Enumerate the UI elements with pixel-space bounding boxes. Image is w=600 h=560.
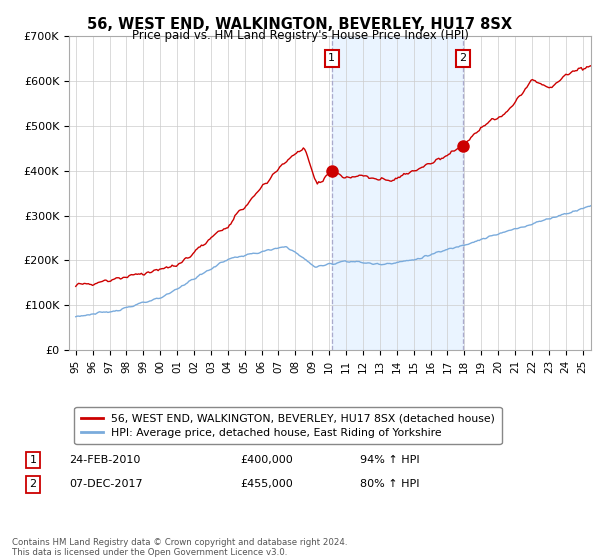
Text: 2: 2 bbox=[460, 53, 467, 63]
Text: 07-DEC-2017: 07-DEC-2017 bbox=[69, 479, 143, 489]
Text: 80% ↑ HPI: 80% ↑ HPI bbox=[360, 479, 419, 489]
Text: 1: 1 bbox=[328, 53, 335, 63]
Text: Contains HM Land Registry data © Crown copyright and database right 2024.
This d: Contains HM Land Registry data © Crown c… bbox=[12, 538, 347, 557]
Text: 56, WEST END, WALKINGTON, BEVERLEY, HU17 8SX: 56, WEST END, WALKINGTON, BEVERLEY, HU17… bbox=[88, 17, 512, 32]
Bar bbox=[332, 36, 463, 350]
Text: 24-FEB-2010: 24-FEB-2010 bbox=[69, 455, 140, 465]
Text: Price paid vs. HM Land Registry's House Price Index (HPI): Price paid vs. HM Land Registry's House … bbox=[131, 29, 469, 42]
Text: £400,000: £400,000 bbox=[240, 455, 293, 465]
Legend: 56, WEST END, WALKINGTON, BEVERLEY, HU17 8SX (detached house), HPI: Average pric: 56, WEST END, WALKINGTON, BEVERLEY, HU17… bbox=[74, 407, 502, 445]
Text: 94% ↑ HPI: 94% ↑ HPI bbox=[360, 455, 419, 465]
Text: £455,000: £455,000 bbox=[240, 479, 293, 489]
Text: 2: 2 bbox=[29, 479, 37, 489]
Text: 1: 1 bbox=[29, 455, 37, 465]
